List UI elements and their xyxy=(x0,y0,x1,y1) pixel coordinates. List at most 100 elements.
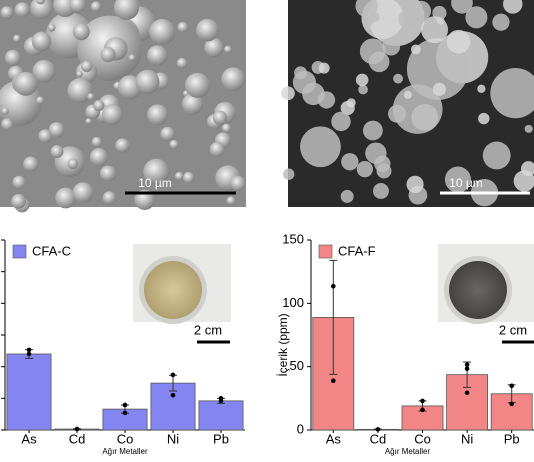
particle xyxy=(388,104,406,123)
particle xyxy=(143,158,170,185)
legend-swatch xyxy=(318,244,333,259)
particle xyxy=(38,129,53,144)
inset-label: 2 cm xyxy=(194,322,222,337)
particle xyxy=(4,49,21,66)
sample xyxy=(449,261,507,319)
particle xyxy=(169,139,179,149)
particle xyxy=(355,73,369,87)
particle xyxy=(93,100,105,112)
particle xyxy=(89,148,108,167)
data-point xyxy=(170,392,176,398)
particle xyxy=(177,21,189,33)
particle xyxy=(363,15,374,27)
particle xyxy=(91,136,102,148)
data-point xyxy=(375,427,381,432)
particle xyxy=(410,44,421,55)
particle xyxy=(1,118,14,131)
particle xyxy=(36,0,45,5)
particle xyxy=(444,166,472,193)
data-point xyxy=(420,407,425,413)
particle xyxy=(406,175,424,193)
inset-label: 2 cm xyxy=(499,322,527,337)
data-point xyxy=(509,401,514,407)
particle xyxy=(341,153,359,171)
particle xyxy=(113,0,140,20)
particle xyxy=(101,104,123,125)
particle xyxy=(478,112,490,125)
particle xyxy=(87,93,95,101)
x-tick-label: Cd xyxy=(69,431,86,446)
y-tick-label: 100 xyxy=(282,295,304,310)
particle xyxy=(160,126,175,142)
particle xyxy=(421,16,449,44)
particle xyxy=(72,23,90,41)
data-point xyxy=(170,372,176,378)
particle xyxy=(300,126,341,168)
data-point xyxy=(122,402,128,408)
particle xyxy=(147,104,168,126)
particle xyxy=(368,51,390,73)
sem-image xyxy=(281,0,534,207)
data-point xyxy=(74,426,80,432)
particle xyxy=(90,1,102,12)
particle xyxy=(281,86,295,101)
x-tick-label: Co xyxy=(414,431,431,446)
data-point xyxy=(464,390,470,396)
particle xyxy=(30,0,53,20)
particle xyxy=(212,110,228,125)
particle xyxy=(406,38,469,100)
particle xyxy=(1,107,9,115)
particle xyxy=(181,93,203,115)
sem-image xyxy=(0,0,246,213)
x-tick-label: Pb xyxy=(504,431,520,446)
particle xyxy=(524,124,533,133)
particle xyxy=(149,18,175,45)
legend-label: CFA-F xyxy=(338,243,376,258)
particle xyxy=(12,34,21,43)
data-point xyxy=(26,351,32,357)
particle xyxy=(398,8,420,30)
particle xyxy=(221,123,231,133)
particle xyxy=(477,84,486,93)
particle xyxy=(355,0,378,18)
particle xyxy=(340,189,354,203)
data-point xyxy=(26,347,32,353)
particle xyxy=(67,158,79,169)
x-tick-label: Ni xyxy=(461,431,473,446)
y-tick-label: 150 xyxy=(282,231,304,246)
particle xyxy=(465,6,488,29)
particle xyxy=(128,54,136,62)
legend-label: CFA-C xyxy=(32,243,71,258)
data-point xyxy=(331,283,336,289)
x-axis-label: Ağır Metaller xyxy=(385,447,431,456)
particle xyxy=(372,182,389,199)
sample xyxy=(144,261,202,319)
particle xyxy=(147,45,168,66)
particle xyxy=(283,168,295,180)
particle xyxy=(230,175,246,191)
y-tick-label: 0 xyxy=(297,421,304,436)
particle xyxy=(85,118,92,125)
particle xyxy=(76,70,83,78)
particle xyxy=(67,78,93,104)
error-bar xyxy=(329,259,338,375)
particle xyxy=(99,165,116,182)
particle xyxy=(393,73,403,84)
data-point xyxy=(464,362,470,367)
particle xyxy=(115,138,130,153)
particle xyxy=(513,170,534,192)
bar xyxy=(198,400,244,431)
x-tick-label: Cd xyxy=(370,431,387,446)
particle xyxy=(72,182,94,203)
particle xyxy=(358,84,368,95)
particle xyxy=(331,111,351,132)
particle xyxy=(451,0,473,14)
particle xyxy=(196,18,219,42)
particle xyxy=(174,171,184,181)
particle xyxy=(0,6,14,19)
bar xyxy=(6,353,52,431)
data-point xyxy=(464,366,470,371)
particle xyxy=(209,141,225,157)
scale-label: 10 µm xyxy=(449,176,483,190)
